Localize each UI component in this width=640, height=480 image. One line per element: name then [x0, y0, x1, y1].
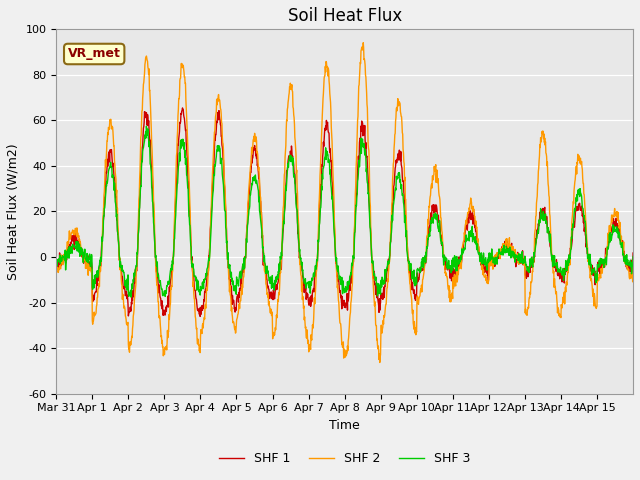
Text: VR_met: VR_met: [68, 48, 120, 60]
SHF 1: [196, 313, 204, 319]
SHF 1: [623, 264, 630, 270]
SHF 3: [52, 260, 60, 266]
SHF 2: [52, 269, 60, 275]
SHF 2: [360, 40, 367, 46]
SHF 2: [376, 360, 383, 365]
SHF 3: [481, 257, 489, 263]
SHF 2: [623, 262, 630, 267]
SHF 1: [330, 224, 338, 229]
SHF 1: [319, 139, 327, 145]
Title: Soil Heat Flux: Soil Heat Flux: [287, 7, 402, 25]
Line: SHF 2: SHF 2: [56, 43, 633, 362]
SHF 3: [629, 253, 637, 259]
SHF 3: [127, 294, 135, 300]
SHF 2: [330, 184, 337, 190]
Line: SHF 3: SHF 3: [56, 126, 633, 297]
SHF 3: [143, 132, 151, 138]
SHF 2: [481, 274, 489, 280]
SHF 3: [319, 165, 327, 171]
Y-axis label: Soil Heat Flux (W/m2): Soil Heat Flux (W/m2): [7, 143, 20, 280]
SHF 2: [629, 258, 637, 264]
SHF 1: [52, 259, 60, 265]
SHF 1: [179, 105, 186, 111]
Legend: SHF 1, SHF 2, SHF 3: SHF 1, SHF 2, SHF 3: [214, 447, 476, 470]
SHF 1: [481, 264, 489, 270]
SHF 3: [623, 260, 630, 265]
SHF 1: [143, 110, 150, 116]
X-axis label: Time: Time: [329, 419, 360, 432]
SHF 1: [566, 257, 574, 263]
SHF 3: [143, 123, 150, 129]
SHF 2: [143, 53, 150, 59]
Line: SHF 1: SHF 1: [56, 108, 633, 316]
SHF 3: [330, 230, 338, 236]
SHF 2: [319, 104, 326, 110]
SHF 3: [566, 256, 574, 262]
SHF 2: [566, 262, 574, 268]
SHF 1: [629, 250, 637, 256]
